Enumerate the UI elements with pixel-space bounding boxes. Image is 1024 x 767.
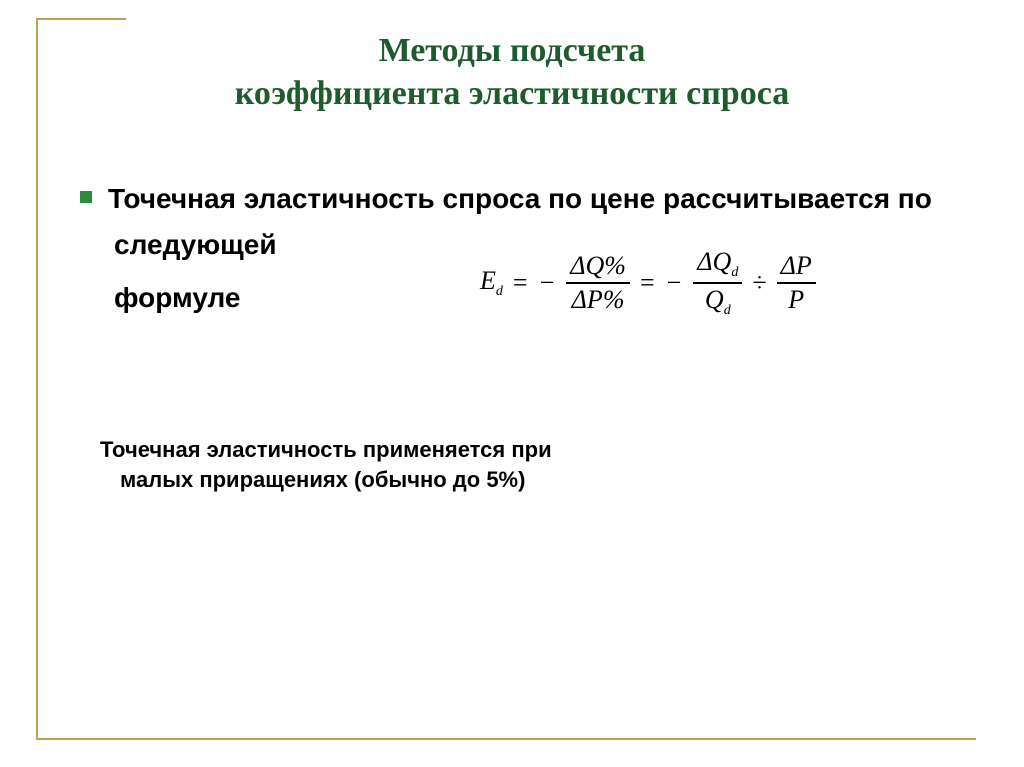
frame-accent-left: [36, 18, 38, 738]
formula-frac2: ΔQd Qd: [693, 248, 742, 319]
formula-neg1: −: [538, 268, 557, 298]
frac3-den: P: [784, 286, 808, 315]
frame-accent-bottom: [36, 738, 976, 740]
note-text: Точечная эластичность применяется при ма…: [100, 435, 700, 494]
frame-accent-top: [36, 18, 126, 20]
frac2-den-sub: d: [724, 303, 731, 318]
frac2-den-main: Q: [705, 285, 724, 314]
lead-text-part1: Точечная эластичность спроса по цене рас…: [108, 180, 932, 218]
frac2-num: ΔQd: [693, 248, 742, 280]
formula-eq1: =: [513, 268, 528, 298]
frac1-bar: [566, 282, 630, 284]
slide-title: Методы подсчета коэффициента эластичност…: [0, 30, 1024, 115]
note-line1: Точечная эластичность применяется при: [100, 437, 552, 462]
formula-frac1: ΔQ% ΔP%: [566, 252, 630, 315]
frac2-num-sub: d: [731, 265, 738, 280]
frac1-den: ΔP%: [568, 286, 629, 315]
formula-sub-d: d: [496, 284, 503, 299]
frac2-bar: [693, 282, 742, 284]
formula-neg2: −: [665, 268, 684, 298]
note-line2: малых приращениях (обычно до 5%): [100, 465, 700, 495]
frac1-num: ΔQ%: [566, 252, 630, 281]
formula-lhs: Ed: [480, 266, 503, 300]
frac3-bar: [777, 282, 816, 284]
formula: Ed = − ΔQ% ΔP% = − ΔQd Qd ÷ ΔP P: [480, 248, 816, 319]
frac2-num-main: ΔQ: [697, 247, 731, 276]
formula-var-E: E: [480, 266, 496, 295]
title-line2: коэффициента эластичности спроса: [235, 75, 789, 112]
bullet-row: Точечная эластичность спроса по цене рас…: [80, 180, 960, 218]
frac3-num: ΔP: [777, 252, 816, 281]
bullet-icon: [80, 191, 92, 203]
frac2-den: Qd: [701, 286, 735, 318]
title-line1: Методы подсчета: [379, 32, 646, 69]
formula-frac3: ΔP P: [777, 252, 816, 315]
formula-div: ÷: [752, 268, 766, 298]
formula-eq2: =: [640, 268, 655, 298]
